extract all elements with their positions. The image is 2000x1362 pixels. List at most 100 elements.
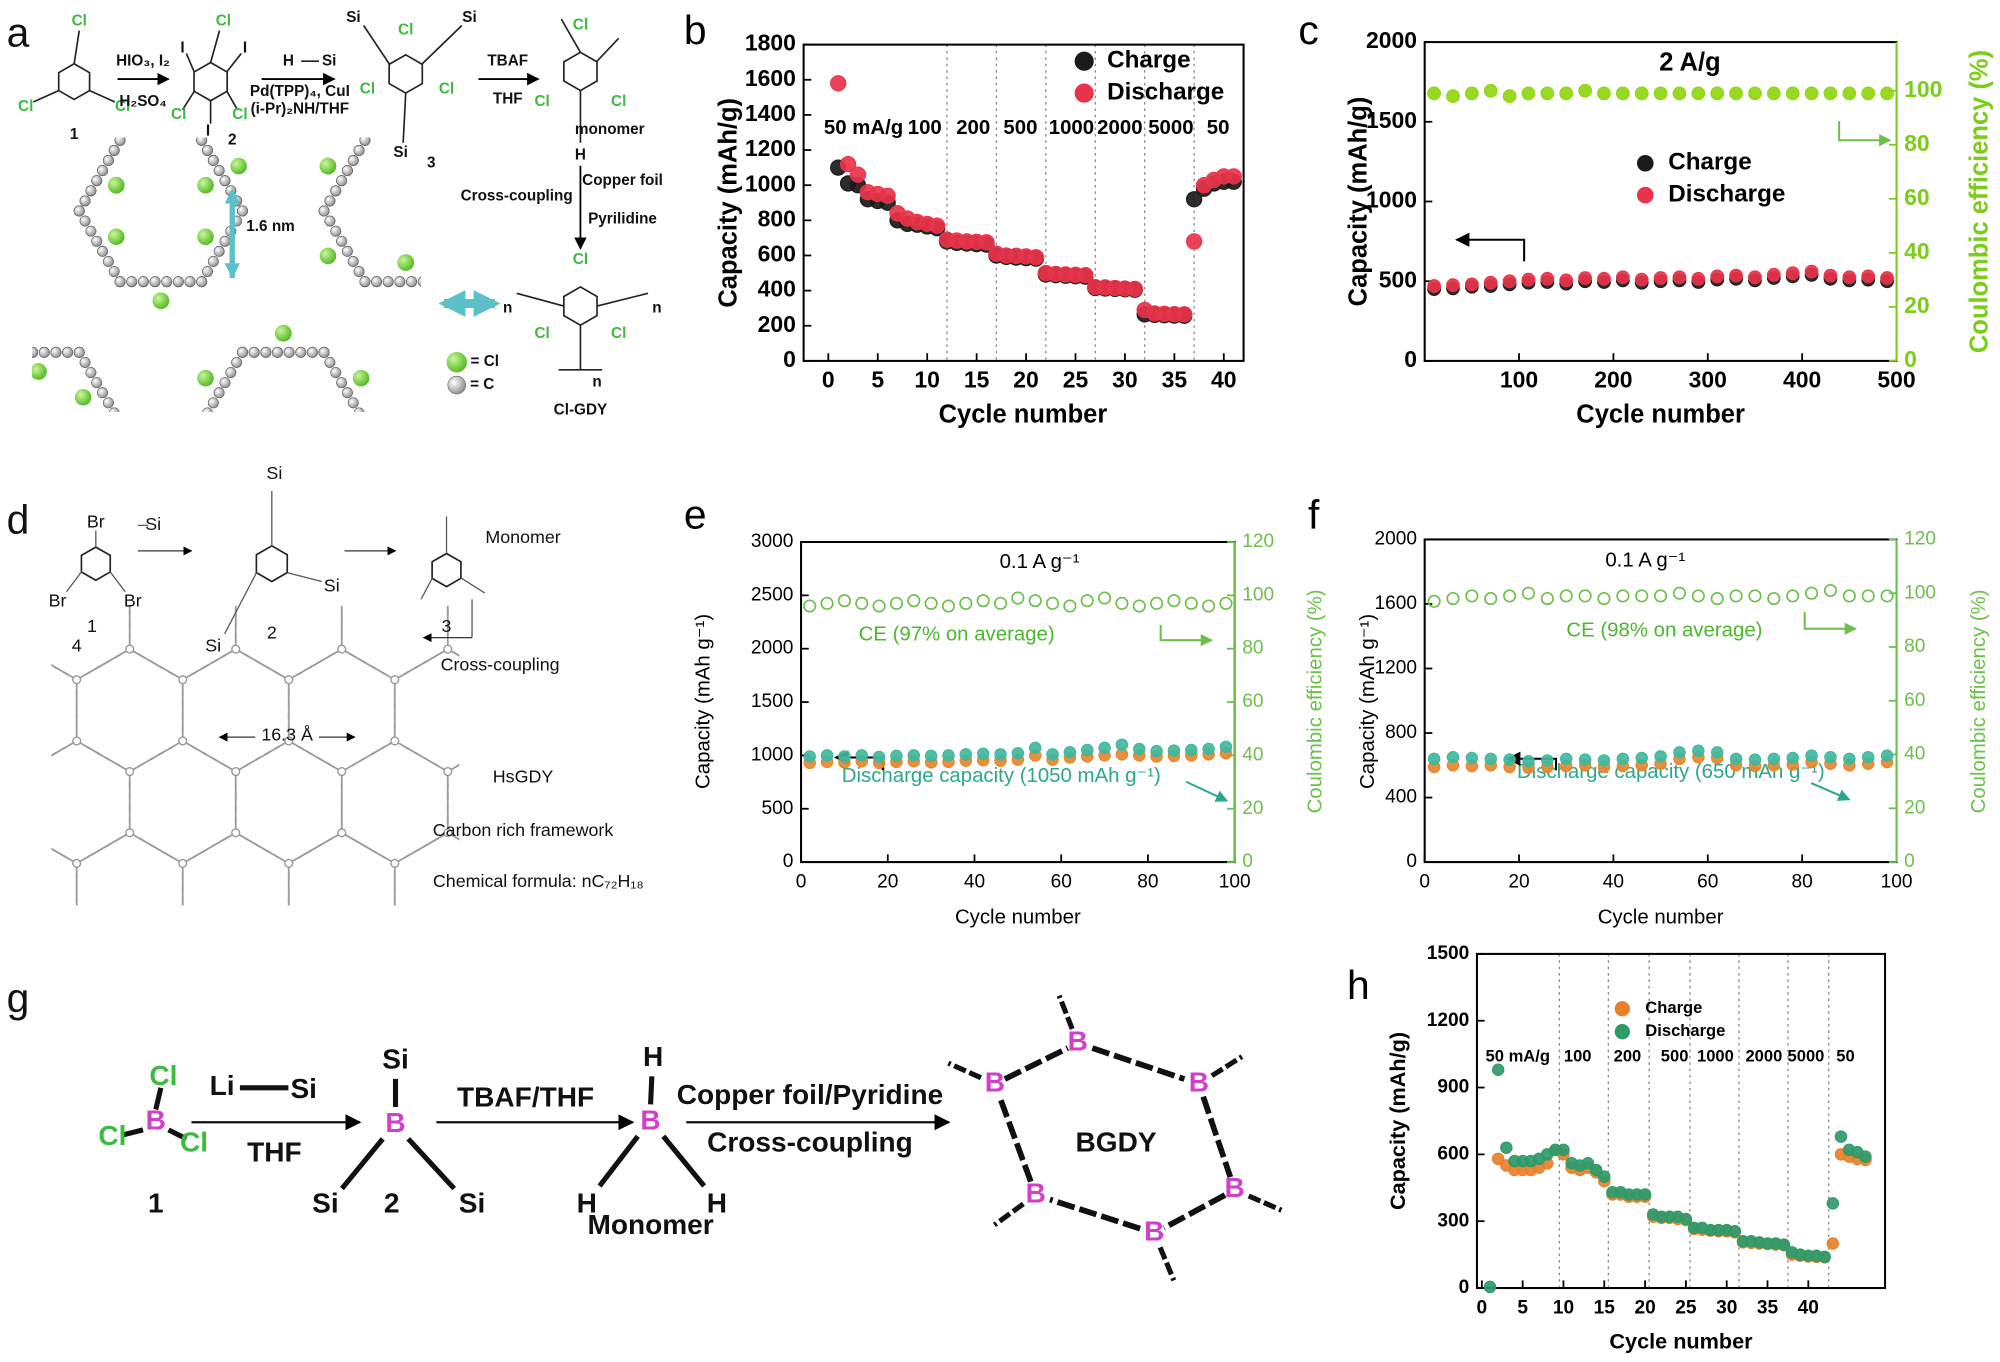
framework-node <box>337 644 347 654</box>
carbon-atom <box>226 509 236 519</box>
carbon-atom <box>360 559 370 569</box>
carbon-atom <box>593 438 603 448</box>
carbon-atom <box>214 448 224 458</box>
carbon-atom <box>319 489 329 499</box>
pointer-arrow <box>1810 782 1851 801</box>
framework-edge <box>76 648 131 681</box>
carbon-atom <box>587 105 597 115</box>
y2-tick-label: 40 <box>1904 744 1925 765</box>
y2-tick-label: 60 <box>1904 184 1930 210</box>
data-point <box>1098 741 1111 755</box>
carbon-atom <box>564 489 574 499</box>
carbon-atom <box>552 347 562 357</box>
data-point <box>820 749 834 762</box>
x-tick-label: 25 <box>1675 1297 1697 1318</box>
carbon-atom <box>86 468 96 478</box>
carbon-atom <box>406 559 416 569</box>
carbon-atom <box>202 691 212 701</box>
framework-node <box>391 492 399 500</box>
scheme-label: THF <box>493 91 523 108</box>
carbon-atom <box>28 630 38 640</box>
carbon-atom <box>342 529 352 539</box>
scheme-label: Monomer <box>587 1209 713 1240</box>
carbon-atom <box>453 155 463 165</box>
carbon-atom <box>576 509 586 519</box>
framework-edge <box>183 1016 236 1047</box>
bond <box>286 571 322 583</box>
carbon-atom <box>354 428 364 438</box>
framework-edge <box>0 557 24 588</box>
carbon-atom <box>587 448 597 458</box>
carbon-atom <box>161 276 173 288</box>
carbon-atom <box>698 155 708 165</box>
carbon-atom <box>109 428 119 438</box>
data-point <box>1578 271 1592 285</box>
carbon-atom <box>0 206 3 216</box>
data-point <box>1491 1063 1505 1076</box>
carbon-atom <box>675 277 685 287</box>
data-point <box>1521 586 1536 600</box>
scheme-label: Cl <box>360 80 375 97</box>
carbon-atom <box>686 135 696 145</box>
carbon-atom <box>348 539 358 549</box>
carbon-atom <box>686 0 696 4</box>
alkyne-link <box>1056 994 1075 1030</box>
data-point <box>1185 233 1203 250</box>
framework-node <box>443 828 453 838</box>
scheme-label: Cl <box>573 17 588 34</box>
data-point <box>1167 594 1181 608</box>
carbon-atom <box>453 398 463 408</box>
data-point <box>1842 86 1857 101</box>
framework-edge <box>235 740 290 773</box>
carbon-atom <box>581 378 591 388</box>
carbon-atom <box>97 448 107 458</box>
y-tick-label: 400 <box>1385 787 1417 808</box>
framework-node <box>497 676 505 684</box>
framework-edge <box>554 649 607 680</box>
y-tick-label: 400 <box>758 276 796 302</box>
chlorine-atom <box>642 537 659 554</box>
framework-edge <box>448 1016 501 1047</box>
carbon-atom <box>640 0 650 4</box>
framework-edge <box>130 465 183 496</box>
framework-edge <box>235 831 290 865</box>
rate-label: 50 <box>1836 1047 1854 1066</box>
carbon-atom <box>360 0 370 4</box>
carbon-atom <box>219 377 231 389</box>
framework-edge <box>0 1016 24 1047</box>
data-point <box>1446 89 1460 104</box>
scheme-label: Cl <box>115 98 130 115</box>
framework-edge <box>554 925 607 956</box>
framework-node <box>603 921 611 929</box>
carbon-atom <box>347 256 359 267</box>
data-point <box>1672 586 1687 600</box>
framework-node <box>20 768 28 776</box>
carbon-atom <box>570 75 580 85</box>
data-point <box>907 749 921 762</box>
data-point <box>941 599 956 613</box>
carbon-atom <box>383 559 393 569</box>
carbon-atom <box>115 0 125 4</box>
scheme-label: 2 <box>384 1188 400 1219</box>
legend-marker <box>1637 186 1654 204</box>
data-point <box>1126 280 1143 298</box>
carbon-atom <box>296 630 306 640</box>
framework-node <box>126 462 134 470</box>
carbon-atom <box>715 650 725 660</box>
chlorine-atom <box>642 537 659 554</box>
carbon-atom <box>459 448 469 458</box>
data-point <box>1521 86 1536 101</box>
carbon-atom <box>570 478 580 488</box>
carbon-atom <box>173 559 183 569</box>
framework-node <box>178 858 188 868</box>
carbon-atom <box>102 155 114 166</box>
framework-node <box>391 553 399 561</box>
data-point <box>1541 754 1554 767</box>
framework-edge <box>341 648 396 681</box>
carbon-atom <box>517 630 527 640</box>
benzene-ring <box>431 552 462 588</box>
y-axis-label: Capacity (mAh g⁻¹) <box>1357 614 1379 789</box>
carbon-atom <box>4 347 14 357</box>
chlorine-atom <box>442 460 459 477</box>
framework-node <box>550 1013 558 1021</box>
